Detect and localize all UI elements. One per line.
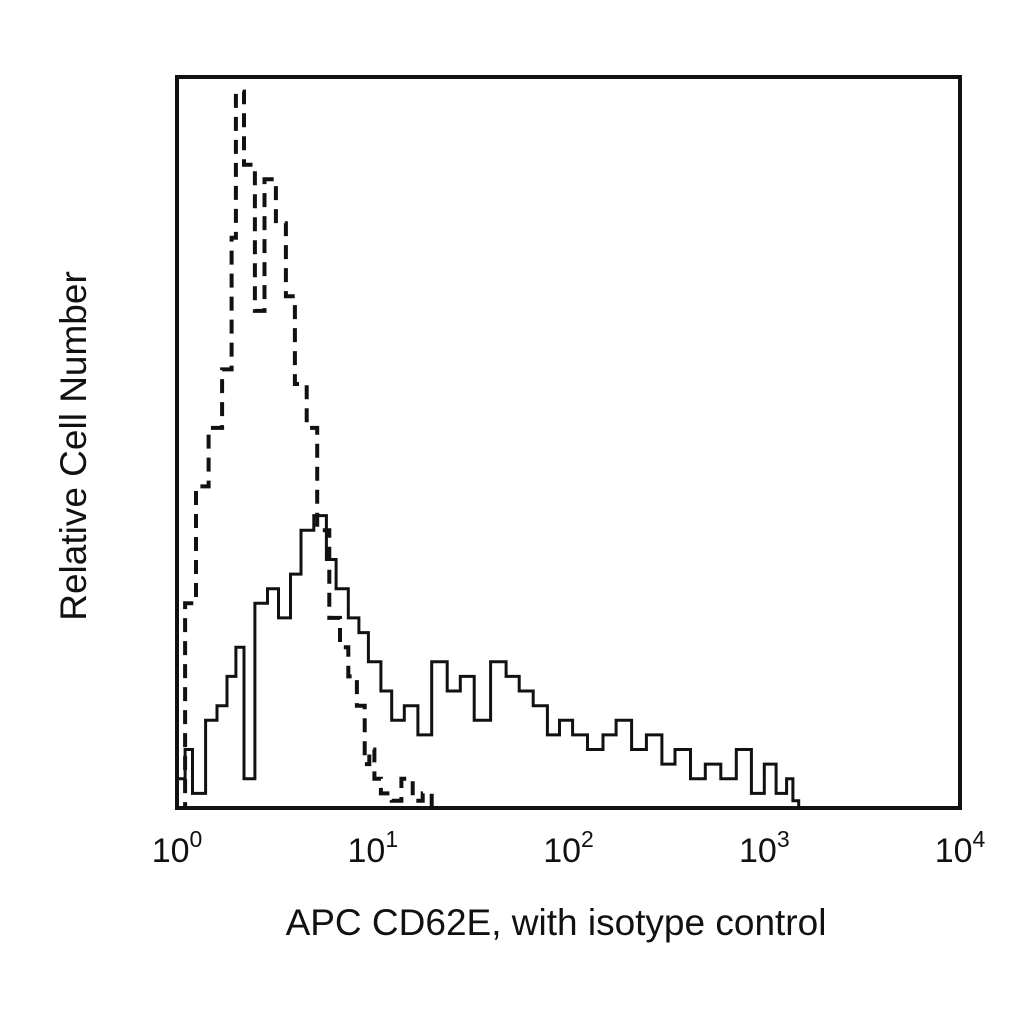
x-tick-label: 102 <box>543 826 594 870</box>
y-axis-label: Relative Cell Number <box>53 271 94 621</box>
x-tick-label: 103 <box>739 826 790 870</box>
plot-frame <box>175 75 962 810</box>
cd62e-histogram-line <box>177 514 960 810</box>
x-tick-labels: 100 101 102 103 104 <box>152 826 986 870</box>
series-group <box>177 89 960 810</box>
x-tick-label: 104 <box>935 826 986 870</box>
x-axis-label: APC CD62E, with isotype control <box>286 902 827 943</box>
x-tick-label: 100 <box>152 826 203 870</box>
isotype-control-histogram-line <box>177 89 434 810</box>
x-tick-label: 101 <box>347 826 398 870</box>
